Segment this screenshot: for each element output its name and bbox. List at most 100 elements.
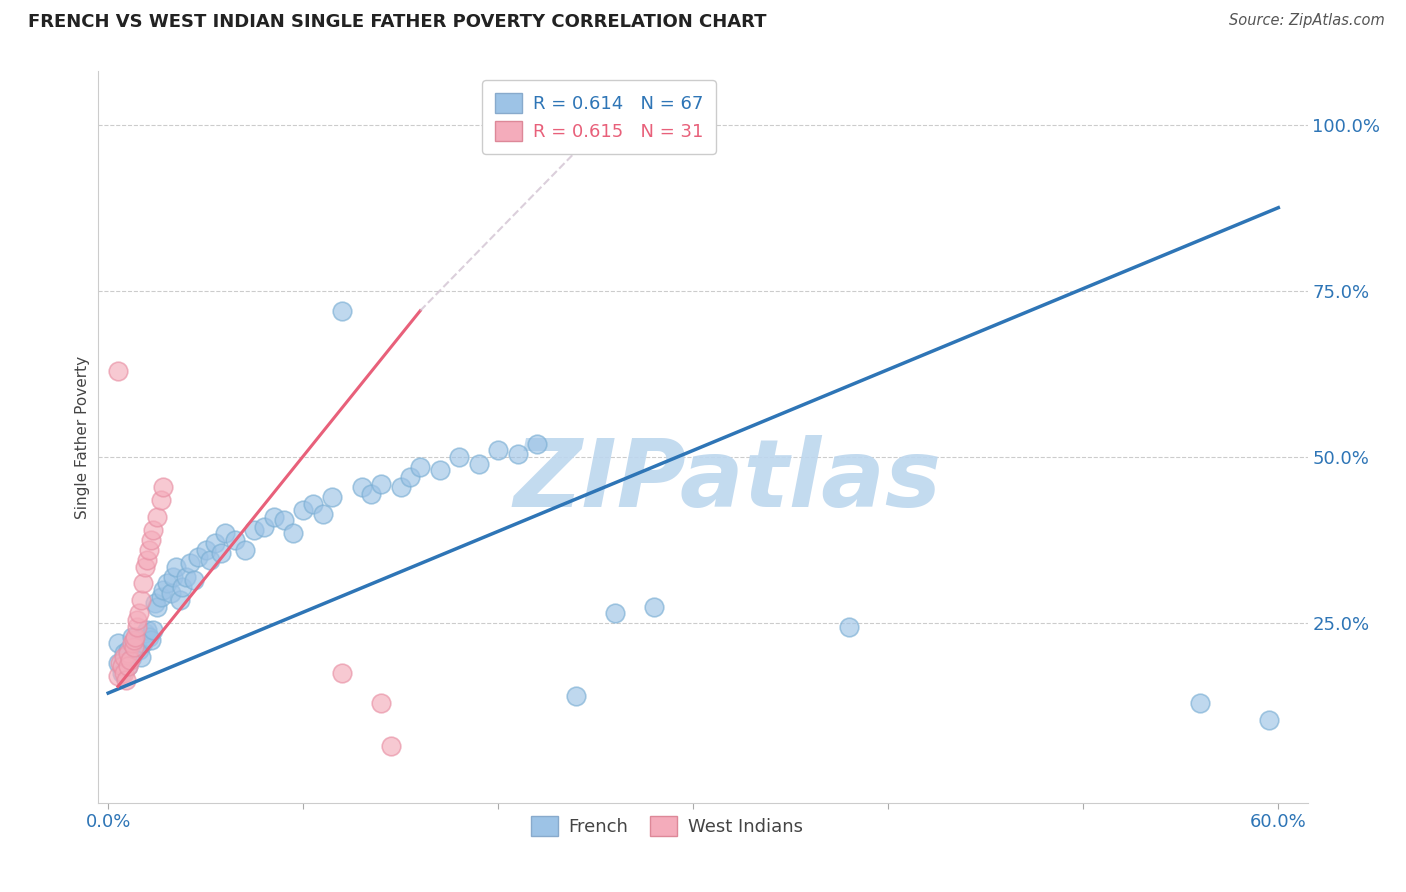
Point	[131, 649, 153, 664]
Point	[1257, 713, 1279, 727]
Point	[209, 546, 232, 560]
Point	[139, 533, 162, 548]
Point	[107, 656, 129, 670]
Point	[139, 632, 162, 647]
Legend: French, West Indians: French, West Indians	[517, 804, 815, 848]
Point	[312, 507, 335, 521]
Point	[134, 559, 156, 574]
Point	[380, 739, 402, 754]
Point	[152, 480, 174, 494]
Point	[156, 576, 179, 591]
Point	[136, 623, 159, 637]
Point	[183, 573, 205, 587]
Point	[467, 457, 489, 471]
Point	[117, 659, 139, 673]
Point	[233, 543, 256, 558]
Point	[121, 649, 143, 664]
Point	[159, 586, 181, 600]
Point	[194, 543, 217, 558]
Point	[399, 470, 422, 484]
Point	[128, 607, 150, 621]
Point	[214, 526, 236, 541]
Point	[565, 690, 588, 704]
Point	[142, 523, 165, 537]
Point	[187, 549, 209, 564]
Point	[131, 593, 153, 607]
Point	[292, 503, 315, 517]
Point	[127, 640, 149, 654]
Point	[132, 576, 155, 591]
Point	[112, 649, 135, 664]
Point	[360, 486, 382, 500]
Point	[117, 646, 139, 660]
Point	[117, 659, 139, 673]
Point	[165, 559, 187, 574]
Point	[121, 630, 143, 644]
Point	[486, 443, 509, 458]
Point	[389, 480, 412, 494]
Point	[350, 480, 373, 494]
Point	[409, 460, 432, 475]
Point	[149, 493, 172, 508]
Text: Source: ZipAtlas.com: Source: ZipAtlas.com	[1229, 13, 1385, 29]
Point	[605, 607, 627, 621]
Point	[162, 570, 184, 584]
Point	[838, 619, 860, 633]
Point	[107, 363, 129, 377]
Point	[169, 593, 191, 607]
Point	[114, 673, 136, 687]
Point	[149, 590, 172, 604]
Point	[122, 640, 145, 654]
Point	[138, 630, 160, 644]
Point	[107, 669, 129, 683]
Y-axis label: Single Father Poverty: Single Father Poverty	[75, 356, 90, 518]
Point	[117, 643, 139, 657]
Point	[143, 596, 166, 610]
Point	[174, 570, 197, 584]
Point	[118, 653, 141, 667]
Point	[204, 536, 226, 550]
Point	[370, 696, 392, 710]
Point	[127, 613, 149, 627]
Point	[321, 490, 343, 504]
Point	[283, 526, 305, 541]
Point	[107, 636, 129, 650]
Point	[112, 666, 135, 681]
Point	[429, 463, 451, 477]
Point	[127, 619, 149, 633]
Point	[243, 523, 266, 537]
Point	[122, 632, 145, 647]
Point	[330, 666, 353, 681]
Point	[623, 118, 645, 132]
Point	[128, 643, 150, 657]
Point	[273, 513, 295, 527]
Point	[112, 646, 135, 660]
Point	[198, 553, 221, 567]
Text: FRENCH VS WEST INDIAN SINGLE FATHER POVERTY CORRELATION CHART: FRENCH VS WEST INDIAN SINGLE FATHER POVE…	[28, 13, 766, 31]
Point	[253, 520, 276, 534]
Point	[172, 580, 194, 594]
Point	[136, 553, 159, 567]
Point	[132, 636, 155, 650]
Point	[526, 436, 548, 450]
Point	[506, 447, 529, 461]
Point	[302, 497, 325, 511]
Point	[124, 630, 146, 644]
Text: ZIPatlas: ZIPatlas	[513, 435, 941, 527]
Point	[146, 599, 169, 614]
Point	[146, 509, 169, 524]
Point	[263, 509, 285, 524]
Point	[449, 450, 471, 464]
Point	[138, 543, 160, 558]
Point	[643, 599, 665, 614]
Point	[224, 533, 246, 548]
Point	[111, 659, 134, 673]
Point	[142, 623, 165, 637]
Point	[152, 582, 174, 597]
Point	[330, 303, 353, 318]
Point	[370, 476, 392, 491]
Point	[1189, 696, 1212, 710]
Point	[134, 626, 156, 640]
Point	[108, 656, 131, 670]
Point	[111, 666, 134, 681]
